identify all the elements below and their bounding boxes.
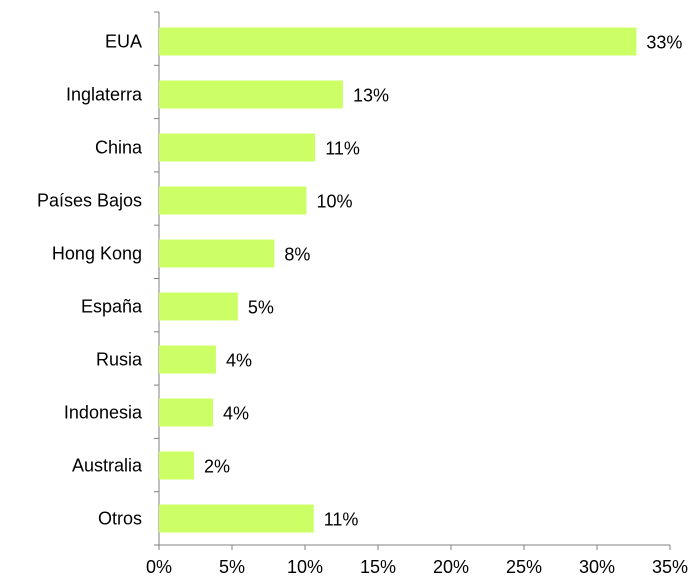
- y-tick-label: Inglaterra: [66, 84, 143, 104]
- y-tick-label: Australia: [72, 455, 143, 475]
- x-tick-label: 20%: [433, 557, 469, 577]
- value-label: 10%: [316, 191, 352, 211]
- bar: [159, 133, 316, 162]
- bar: [159, 504, 314, 533]
- y-tick-label: EUA: [105, 31, 142, 51]
- value-label: 11%: [325, 138, 360, 158]
- value-label: 8%: [284, 244, 310, 264]
- value-label: 5%: [248, 297, 274, 317]
- value-label: 4%: [226, 350, 252, 370]
- x-tick-label: 10%: [287, 557, 323, 577]
- x-tick-label: 35%: [652, 557, 688, 577]
- bar: [159, 345, 216, 374]
- y-tick-label: Países Bajos: [37, 190, 142, 210]
- y-tick-label: Otros: [98, 508, 142, 528]
- x-tick-label: 25%: [506, 557, 542, 577]
- y-tick-label: Rusia: [96, 349, 143, 369]
- x-tick-label: 15%: [360, 557, 396, 577]
- y-tick-label: España: [81, 296, 143, 316]
- bar: [159, 80, 343, 109]
- value-label: 4%: [223, 403, 249, 423]
- value-label: 11%: [324, 509, 359, 529]
- value-label: 2%: [204, 456, 230, 476]
- value-label: 13%: [353, 85, 389, 105]
- bar: [159, 27, 637, 56]
- y-tick-label: China: [95, 137, 143, 157]
- bar: [159, 292, 238, 321]
- value-label: 33%: [646, 32, 682, 52]
- bar: [159, 451, 195, 480]
- x-tick-label: 0%: [146, 557, 172, 577]
- y-tick-label: Indonesia: [64, 402, 143, 422]
- y-tick-label: Hong Kong: [52, 243, 142, 263]
- bar: [159, 239, 275, 268]
- bar: [159, 186, 307, 215]
- x-tick-label: 30%: [579, 557, 615, 577]
- x-tick-label: 5%: [219, 557, 245, 577]
- bar: [159, 398, 214, 427]
